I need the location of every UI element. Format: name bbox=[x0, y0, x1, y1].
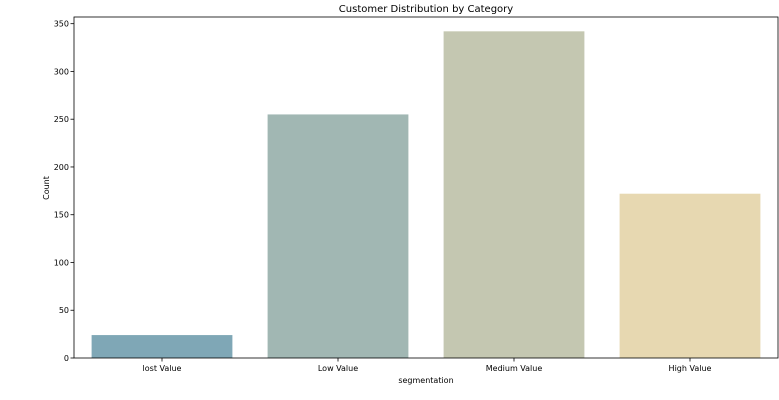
y-tick-label: 150 bbox=[54, 211, 69, 220]
plot-frame bbox=[73, 16, 779, 359]
y-tick-label: 300 bbox=[54, 67, 69, 76]
x-tick-label: High Value bbox=[669, 364, 712, 373]
x-tick-label: Low Value bbox=[318, 364, 358, 373]
y-tick-label: 50 bbox=[59, 306, 69, 315]
chart-title: Customer Distribution by Category bbox=[339, 4, 513, 15]
x-tick-label: lost Value bbox=[143, 364, 182, 373]
x-tick-label: Medium Value bbox=[486, 364, 543, 373]
bar-3 bbox=[619, 193, 761, 358]
x-axis-ticks: lost Value Low Value Medium Value High Valu… bbox=[143, 358, 712, 373]
bar-0 bbox=[91, 335, 233, 358]
y-tick-label: 0 bbox=[64, 354, 69, 363]
y-axis-label: Count bbox=[42, 176, 51, 200]
axes bbox=[73, 16, 779, 359]
y-axis-ticks: 0 50 100 150 200 250 300 350 bbox=[54, 20, 74, 363]
y-tick-label: 350 bbox=[54, 20, 69, 29]
y-tick-label: 200 bbox=[54, 163, 69, 172]
y-tick-label: 100 bbox=[54, 258, 69, 267]
bars bbox=[91, 31, 761, 359]
x-axis-label: segmentation bbox=[398, 376, 453, 385]
y-tick-label: 250 bbox=[54, 115, 69, 124]
bar-2 bbox=[443, 31, 585, 359]
bar-1 bbox=[267, 114, 409, 358]
